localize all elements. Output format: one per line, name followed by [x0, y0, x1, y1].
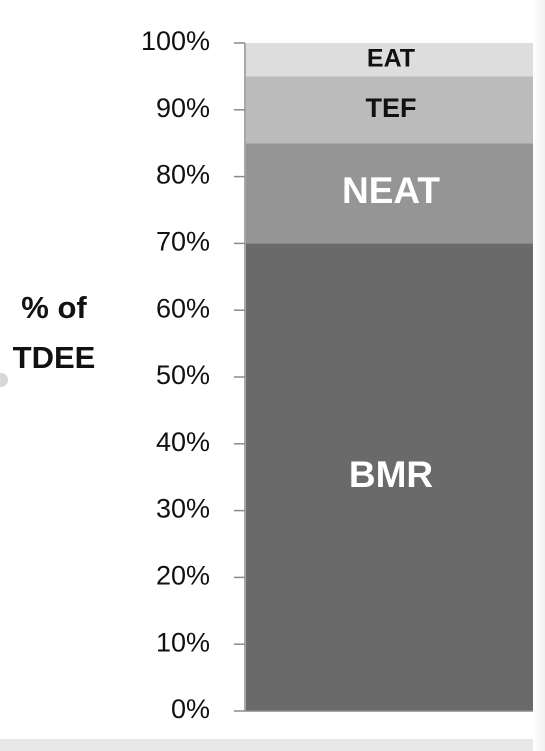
segment-label-eat: EAT: [367, 44, 415, 72]
y-tick-label-100: 100%: [141, 26, 210, 56]
right-edge-shadow: [533, 0, 545, 751]
segment-label-neat: NEAT: [342, 170, 440, 211]
y-tick-label-30: 30%: [156, 494, 210, 524]
y-tick-label-60: 60%: [156, 293, 210, 323]
axis-layer: [234, 42, 536, 712]
segment-label-tef: TEF: [366, 93, 417, 123]
y-tick-label-50: 50%: [156, 360, 210, 390]
y-tick-label-10: 10%: [156, 627, 210, 657]
y-tick-label-90: 90%: [156, 93, 210, 123]
y-tick-label-20: 20%: [156, 561, 210, 591]
left-edge-dot: [0, 373, 8, 387]
bar-segment-eat: [246, 43, 536, 77]
bar-segment-tef: [246, 76, 536, 144]
y-tick-label-80: 80%: [156, 160, 210, 190]
segment-label-bmr: BMR: [349, 454, 433, 495]
labels-layer: BMR NEAT TEF EAT 0% 10% 20% 30% 40% 50% 60% 70% 80% 9…: [13, 26, 441, 724]
bar-segment-neat: [246, 143, 536, 244]
y-tick-label-0: 0%: [171, 694, 210, 724]
y-axis-label-line-2: TDEE: [13, 340, 96, 375]
bars-layer: [246, 43, 536, 711]
y-axis-label-line-1: % of: [21, 290, 87, 325]
bar-segment-bmr: [246, 243, 536, 711]
y-tick-label-70: 70%: [156, 227, 210, 257]
y-tick-label-40: 40%: [156, 427, 210, 457]
